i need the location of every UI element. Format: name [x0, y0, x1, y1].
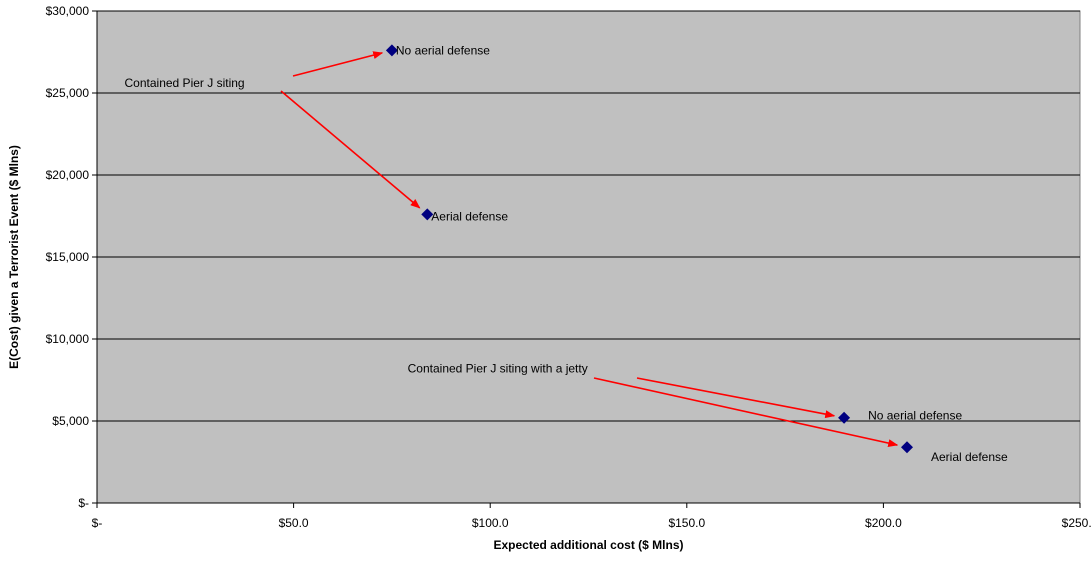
data-point-marker [421, 208, 434, 221]
x-tick-label: $200.0 [865, 516, 902, 530]
data-point-marker [385, 44, 398, 57]
y-axis-title: E(Cost) given a Terrorist Event ($ Mlns) [7, 145, 21, 369]
y-tick-label: $- [78, 496, 89, 510]
annotation-arrow [292, 51, 384, 77]
point-label: No aerial defense [396, 43, 490, 57]
annotation-arrow [280, 90, 421, 209]
y-tick-label: $25,000 [46, 86, 90, 100]
point-label: Aerial defense [431, 209, 508, 223]
y-tick-label: $20,000 [46, 168, 90, 182]
y-tick-label: $5,000 [52, 414, 89, 428]
x-axis-title: Expected additional cost ($ Mlns) [493, 538, 683, 552]
annotation-arrow [636, 377, 836, 419]
x-tick-label: $- [92, 516, 103, 530]
y-tick-label: $15,000 [46, 250, 90, 264]
x-tick-label: $150.0 [668, 516, 705, 530]
annotation-label: Contained Pier J siting with a jetty [408, 362, 588, 376]
point-label: Aerial defense [931, 450, 1008, 464]
data-point-marker [838, 411, 851, 424]
annotation-label: Contained Pier J siting [125, 76, 245, 90]
data-point-marker [900, 441, 913, 454]
point-label: No aerial defense [868, 409, 962, 423]
y-tick-label: $10,000 [46, 332, 90, 346]
annotation-arrow [593, 377, 899, 448]
x-tick-label: $100.0 [472, 516, 509, 530]
x-tick-label: $50.0 [279, 516, 309, 530]
x-tick-label: $250.0 [1062, 516, 1092, 530]
y-tick-label: $30,000 [46, 4, 90, 18]
